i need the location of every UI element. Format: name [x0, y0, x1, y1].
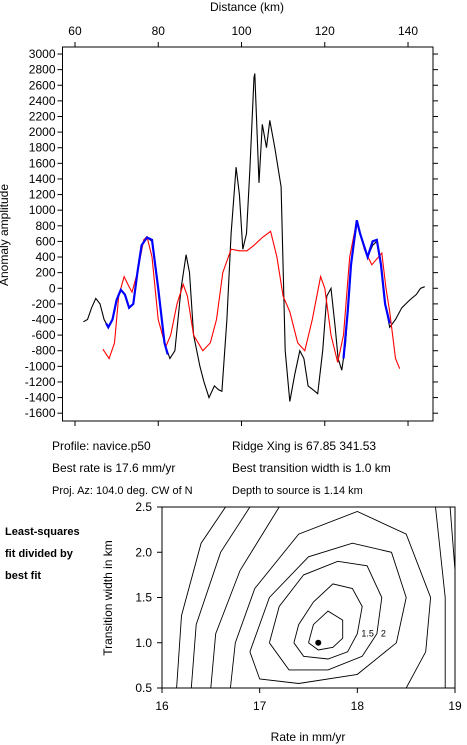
x-tick-label: 16 [155, 699, 169, 713]
data-line [102, 220, 401, 369]
y-tick-label: -1400 [25, 391, 56, 405]
annotation: Proj. Az: 104.0 deg. CW of N [52, 485, 193, 497]
y-tick-label: 1400 [29, 172, 56, 186]
y-tick-label: 200 [35, 266, 55, 280]
y-tick-label: 2000 [29, 125, 56, 139]
contour-line [293, 583, 363, 660]
y-tick-label: 600 [35, 234, 55, 248]
y-tick-label: 2400 [29, 94, 56, 108]
note: Least-squares [5, 526, 80, 538]
y-tick-label: -1000 [25, 359, 56, 373]
annotation: Ridge Xing is 67.85 341.53 [232, 439, 376, 453]
annotation: Best rate is 17.6 mm/yr [52, 461, 175, 475]
y-tick-label: 3000 [29, 47, 56, 61]
y-axis-title: Transition width in km [101, 540, 115, 656]
contour-line [229, 511, 432, 688]
y-tick-label: 1.0 [135, 636, 152, 650]
annotation: Depth to source is 1.14 km [232, 485, 363, 497]
x-tick-label: 100 [231, 24, 251, 38]
y-tick-label: 0 [49, 281, 56, 295]
x-axis-title: Rate in mm/yr [271, 730, 346, 744]
x-axis-title: Distance (km) [210, 0, 284, 14]
y-tick-label: 2.0 [135, 545, 152, 559]
annotation: Profile: navice.p50 [52, 439, 151, 453]
x-tick-label: 18 [351, 699, 365, 713]
annotation: Best transition width is 1.0 km [232, 461, 391, 475]
y-tick-label: -800 [31, 344, 55, 358]
plot-frame [161, 506, 456, 689]
y-tick-label: 2800 [29, 63, 56, 77]
y-tick-label: 400 [35, 250, 55, 264]
x-tick-label: 120 [315, 24, 335, 38]
plot-frame [62, 46, 434, 422]
y-tick-label: 800 [35, 219, 55, 233]
x-tick-label: 19 [448, 699, 462, 713]
y-tick-label: 2200 [29, 109, 56, 123]
x-tick-label: 17 [253, 699, 267, 713]
best-fit-point [315, 639, 322, 646]
y-tick-label: 2.5 [135, 500, 152, 514]
y-tick-label: -1200 [25, 375, 56, 389]
data-line [105, 220, 391, 359]
y-tick-label: 1.5 [135, 591, 152, 605]
y-tick-label: -200 [31, 297, 55, 311]
y-tick-label: 1000 [29, 203, 56, 217]
contour-line [190, 507, 455, 688]
y-tick-label: 1800 [29, 141, 56, 155]
y-tick-label: -1600 [25, 406, 56, 420]
x-tick-label: 60 [68, 24, 82, 38]
note: best fit [5, 570, 41, 582]
contour-line [210, 507, 446, 688]
y-tick-label: 1200 [29, 188, 56, 202]
data-line [83, 73, 425, 402]
contour-line [268, 560, 383, 671]
y-tick-label: -400 [31, 312, 55, 326]
contour-label: 1.5 [361, 629, 374, 639]
contour-line [308, 610, 344, 651]
y-axis-title: Anomaly amplitude [0, 184, 11, 286]
x-tick-label: 80 [152, 24, 166, 38]
y-tick-label: 2600 [29, 78, 56, 92]
contour-line [249, 542, 407, 684]
y-tick-label: 0.5 [135, 681, 152, 695]
y-tick-label: 1600 [29, 156, 56, 170]
contour-line [176, 507, 226, 688]
x-tick-label: 140 [398, 24, 418, 38]
y-tick-label: -600 [31, 328, 55, 342]
note: fit divided by [5, 548, 74, 560]
contour-label: 2 [381, 629, 386, 639]
